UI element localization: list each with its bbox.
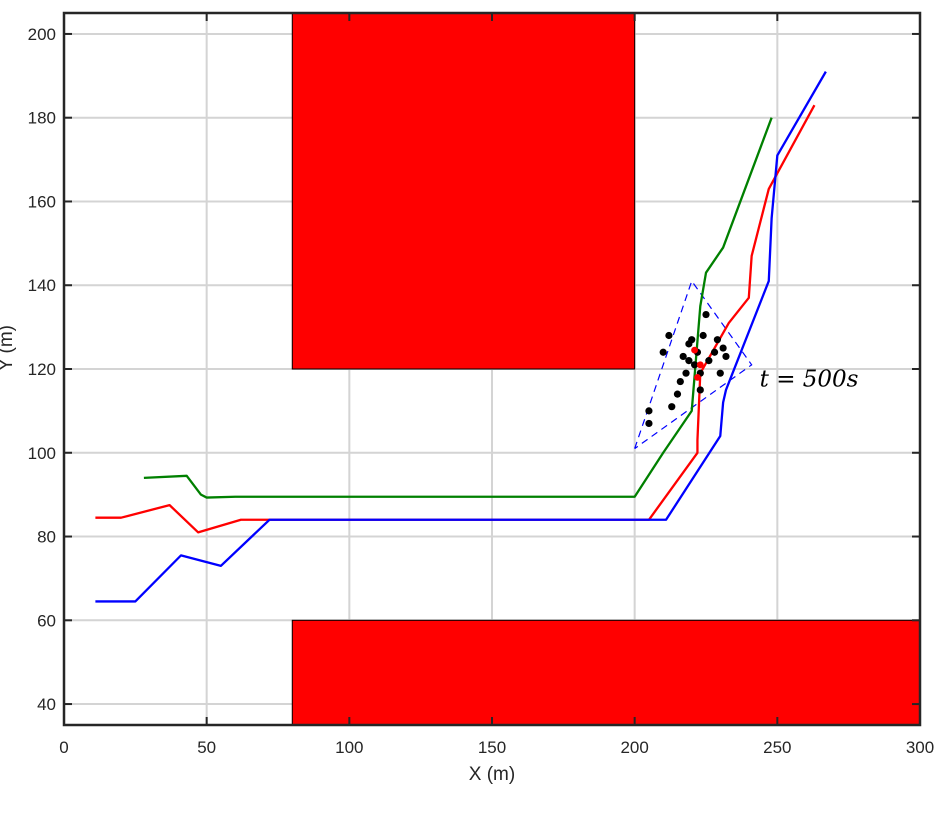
agent-points xyxy=(645,310,730,428)
trajectory-line-1 xyxy=(143,117,773,499)
y-tick-label: 120 xyxy=(28,360,56,379)
agent-point xyxy=(665,331,673,340)
agent-point xyxy=(668,403,676,411)
agent-point xyxy=(702,310,710,319)
obstacle-rect xyxy=(291,12,636,370)
agent-point xyxy=(645,407,653,415)
y-tick-label: 200 xyxy=(28,25,56,44)
y-tick-label: 60 xyxy=(37,611,56,630)
x-axis-label: X (m) xyxy=(469,764,515,785)
y-tick-label: 180 xyxy=(28,109,56,128)
x-tick-label: 0 xyxy=(59,738,68,757)
agent-point xyxy=(673,390,682,398)
x-tick-label: 250 xyxy=(763,738,791,757)
agent-point xyxy=(682,369,690,377)
highlighted-point xyxy=(696,361,704,369)
time-annotation: t = 500s xyxy=(760,367,859,393)
agent-point xyxy=(645,419,653,428)
agent-point xyxy=(685,357,693,365)
highlighted-point xyxy=(694,373,701,381)
x-tick-label: 300 xyxy=(906,738,934,757)
trajectory-series xyxy=(95,71,827,603)
y-tick-label: 40 xyxy=(37,695,56,714)
x-tick-label: 150 xyxy=(478,738,506,757)
agent-point xyxy=(699,331,707,340)
axes-frame xyxy=(62,11,922,727)
agent-point xyxy=(710,348,719,356)
x-tick-label: 200 xyxy=(620,738,648,757)
agent-point xyxy=(679,352,687,361)
y-axis-label: Y (m) xyxy=(0,325,17,371)
agent-point xyxy=(676,377,684,386)
x-tick-label: 50 xyxy=(197,738,216,757)
agent-point xyxy=(722,352,730,361)
y-tick-label: 140 xyxy=(28,276,56,295)
trajectory-line-2 xyxy=(95,104,816,534)
agent-point xyxy=(713,336,722,344)
agent-point xyxy=(716,369,724,377)
agent-point xyxy=(690,361,699,369)
agent-point xyxy=(705,357,713,365)
agent-point xyxy=(688,336,696,344)
tick-labels: 0 50 100 150 200 250 300 40 60 80 100 120 140 160 180 2… xyxy=(28,25,935,757)
y-tick-label: 100 xyxy=(28,444,56,463)
trajectory-line-3 xyxy=(95,71,827,603)
agent-point xyxy=(719,344,727,352)
agent-point xyxy=(696,386,704,394)
y-tick-label: 80 xyxy=(37,528,56,547)
x-tick-label: 100 xyxy=(335,738,363,757)
agent-point xyxy=(659,348,667,356)
y-tick-label: 160 xyxy=(28,192,56,211)
obstacle-rect xyxy=(291,619,921,726)
highlighted-point xyxy=(691,346,698,354)
